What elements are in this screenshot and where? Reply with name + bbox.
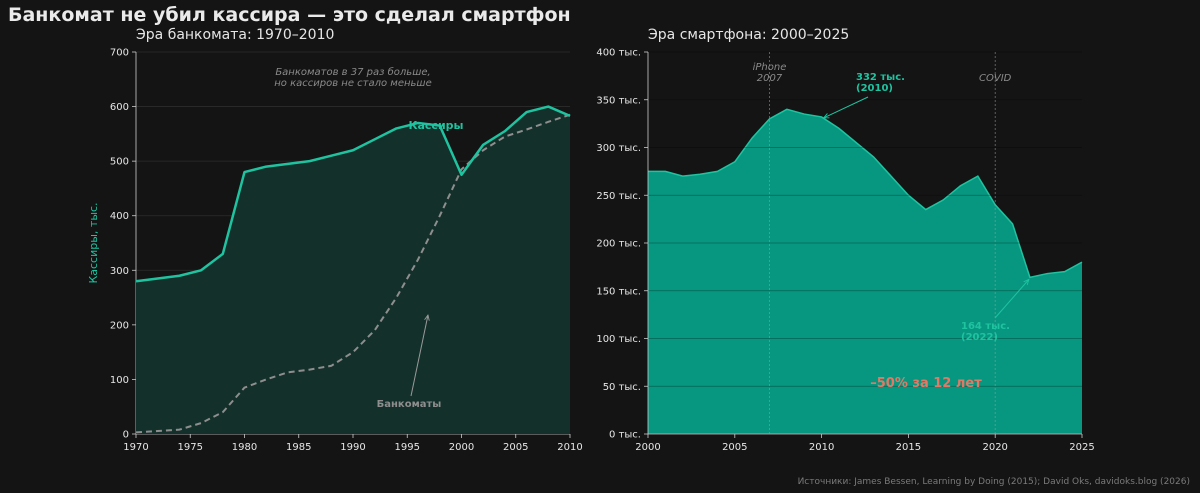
decline-summary: –50% за 12 лет bbox=[870, 376, 982, 391]
event-label: COVID bbox=[979, 73, 1012, 84]
peak-callout-arrow bbox=[824, 96, 869, 118]
right-xtick-label: 2015 bbox=[896, 442, 921, 453]
left-xtick-label: 1985 bbox=[286, 442, 311, 453]
tellers-line-2000-2025 bbox=[648, 108, 1083, 279]
right-panel-title: Эра смартфона: 2000–2025 bbox=[648, 27, 850, 43]
left-note-line-2: но кассиров не стало меньше bbox=[274, 78, 431, 89]
left-panel-title: Эра банкомата: 1970–2010 bbox=[136, 27, 335, 43]
figure-title: Банкомат не убил кассира — это сделал см… bbox=[8, 4, 571, 26]
left-xtick-label: 1995 bbox=[395, 442, 420, 453]
right-xtick-label: 2000 bbox=[635, 442, 660, 453]
right-xtick-label: 2025 bbox=[1069, 442, 1094, 453]
low-callout-year: (2022) bbox=[961, 332, 998, 343]
right-xtick-label: 2005 bbox=[722, 442, 747, 453]
low-callout-value: 164 тыс. bbox=[961, 321, 1010, 332]
atm-series-line bbox=[135, 113, 571, 434]
left-xtick-label: 2005 bbox=[503, 442, 528, 453]
tellers-label: Кассиры bbox=[409, 119, 464, 132]
low-callout-arrow bbox=[994, 279, 1029, 319]
right-ytick-label: 300 тыс. bbox=[596, 143, 641, 154]
left-ytick-label: 400 bbox=[110, 211, 129, 222]
right-xtick-label: 2010 bbox=[809, 442, 834, 453]
right-ytick-label: 150 тыс. bbox=[596, 286, 641, 297]
peak-callout-year: (2010) bbox=[856, 83, 893, 94]
atm-label: Банкоматы bbox=[377, 399, 442, 410]
tellers-series-line bbox=[135, 105, 571, 283]
right-ytick-label: 250 тыс. bbox=[596, 191, 641, 202]
right-ytick-label: 0 тыс. bbox=[609, 430, 641, 441]
tellers-area bbox=[136, 106, 570, 435]
left-xtick-label: 2010 bbox=[557, 442, 582, 453]
left-ytick-label: 0 bbox=[123, 430, 129, 441]
right-ytick-label: 350 тыс. bbox=[596, 95, 641, 106]
right-ytick-label: 50 тыс. bbox=[603, 382, 641, 393]
left-ytick-label: 700 bbox=[110, 48, 129, 59]
right-ytick-label: 400 тыс. bbox=[596, 48, 641, 59]
left-xtick-label: 1975 bbox=[178, 442, 203, 453]
right-ytick-label: 100 тыс. bbox=[596, 334, 641, 345]
left-xtick-label: 1990 bbox=[340, 442, 365, 453]
event-label: iPhone bbox=[753, 62, 787, 73]
left-xtick-label: 2000 bbox=[449, 442, 474, 453]
right-ytick-label: 200 тыс. bbox=[596, 239, 641, 250]
left-y-axis-label: Кассиры, тыс. bbox=[87, 202, 100, 283]
left-ytick-label: 200 bbox=[110, 320, 129, 331]
atm-label-arrow bbox=[410, 315, 428, 397]
peak-callout-value: 332 тыс. bbox=[856, 72, 905, 83]
left-ytick-label: 100 bbox=[110, 375, 129, 386]
event-label: 2007 bbox=[757, 73, 783, 84]
tellers-area-2000-2025 bbox=[648, 109, 1082, 435]
source-note: Источники: James Bessen, Learning by Doi… bbox=[797, 477, 1190, 487]
left-ytick-label: 600 bbox=[110, 102, 129, 113]
left-xtick-label: 1980 bbox=[232, 442, 257, 453]
left-ytick-label: 300 bbox=[110, 266, 129, 277]
right-xtick-label: 2020 bbox=[982, 442, 1007, 453]
left-xtick-label: 1970 bbox=[123, 442, 148, 453]
left-ytick-label: 500 bbox=[110, 157, 129, 168]
left-note-line-1: Банкоматов в 37 раз больше, bbox=[275, 66, 430, 78]
